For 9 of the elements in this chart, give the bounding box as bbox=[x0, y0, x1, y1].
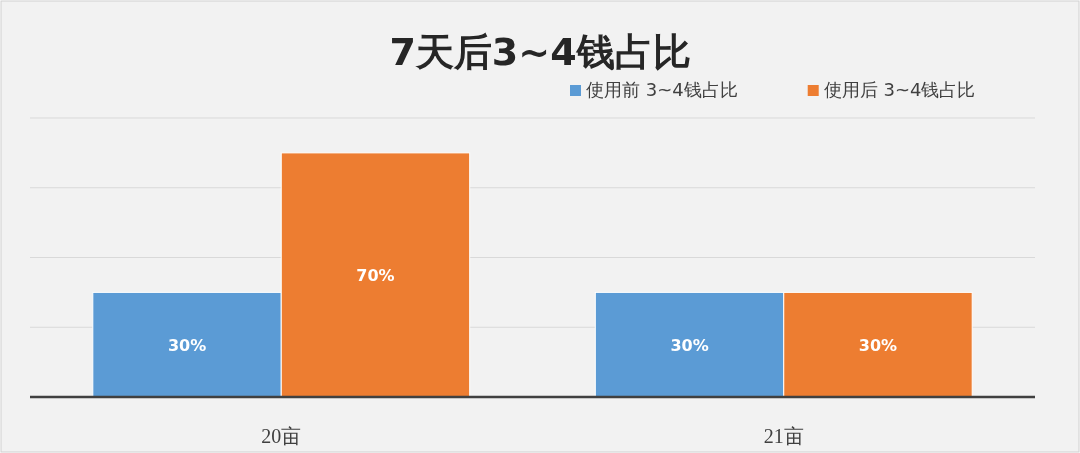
x-tick-label: 20亩 bbox=[261, 425, 302, 447]
data-label: 30% bbox=[858, 335, 898, 355]
chart-title: 7天后3~4钱占比 bbox=[389, 30, 691, 74]
x-tick-label: 21亩 bbox=[763, 425, 804, 447]
data-label: 30% bbox=[167, 335, 207, 355]
legend-label: 使用后 3~4钱占比 bbox=[823, 79, 976, 100]
data-label: 30% bbox=[670, 335, 709, 355]
legend-label: 使用前 3~4钱占比 bbox=[586, 79, 738, 100]
data-label: 70% bbox=[356, 265, 395, 285]
